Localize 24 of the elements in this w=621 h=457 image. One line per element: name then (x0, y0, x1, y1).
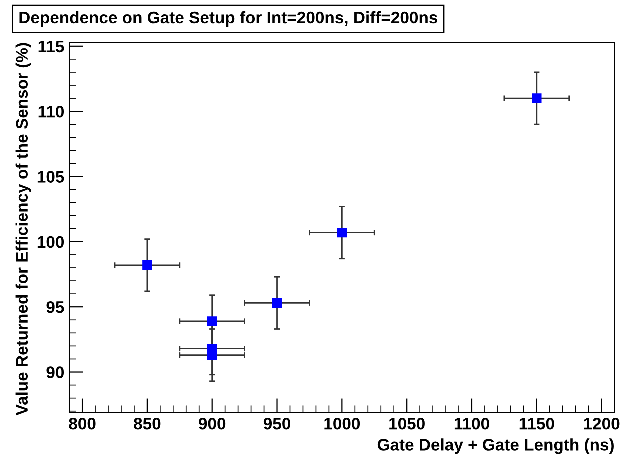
point (272, 298, 282, 308)
y-tick-label: 90 (46, 366, 64, 378)
point (142, 260, 152, 270)
point (207, 350, 218, 360)
x-tick-label: 950 (264, 418, 290, 430)
point (337, 228, 348, 238)
point (207, 316, 218, 326)
y-axis-title: Value Returned for Efficiency of the Sensor (%) (16, 43, 32, 416)
x-tick-label: 1200 (584, 418, 620, 430)
y-tick-label: 110 (38, 106, 64, 118)
x-tick-label: 1050 (390, 418, 425, 430)
x-tick-label: 1000 (324, 418, 360, 430)
y-tick-label: 105 (38, 171, 64, 183)
y-tick-label: 115 (38, 40, 64, 53)
point (532, 94, 542, 104)
x-tick-label: 1150 (520, 418, 554, 430)
x-axis-title: Gate Delay + Gate Length (ns) (378, 438, 614, 454)
y-tick-label: 95 (46, 301, 64, 314)
x-tick-label: 900 (199, 418, 226, 430)
x-tick-label: 1100 (454, 418, 490, 430)
y-tick-label: 100 (38, 236, 64, 248)
chart-title: Dependence on Gate Setup for Int=200ns, Diff=200ns (20, 11, 438, 27)
x-tick-label: 850 (134, 418, 161, 430)
x-tick-label: 800 (69, 418, 96, 430)
